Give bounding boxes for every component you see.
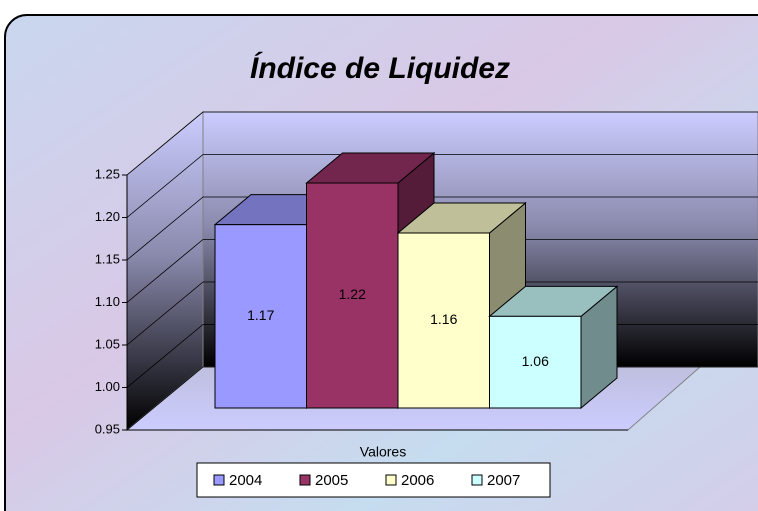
bar-front: [397, 232, 490, 409]
y-tick-label: 1.15: [95, 251, 120, 266]
chart-title: Índice de Liquidez: [250, 51, 510, 85]
y-tick-label: 1.00: [95, 379, 120, 394]
grid-line: [126, 154, 758, 218]
plot: 0.95 1.00 1.05 1.10 1.15 1.20 1.25 1.17 1.22 1.16…: [95, 110, 758, 436]
x-tick-label: Valores: [360, 444, 406, 460]
y-tick-label: 1.25: [95, 166, 120, 181]
bar: [488, 285, 619, 410]
y-tick-label: 1.05: [95, 336, 120, 351]
legend-label: 2004: [229, 472, 262, 489]
legend: [196, 462, 551, 498]
grid-line: [126, 281, 758, 346]
grid-line: [126, 111, 758, 176]
legend-label: 2006: [401, 472, 434, 489]
legend-swatch: [471, 474, 483, 486]
data-label: 1.16: [430, 311, 457, 327]
legend-swatch: [385, 474, 397, 486]
data-label: 1.22: [339, 286, 366, 302]
grid-line: [126, 239, 758, 303]
y-tick-label: 0.95: [95, 421, 120, 436]
data-label: 1.17: [247, 307, 274, 323]
y-tick-label: 1.10: [95, 294, 120, 309]
legend-label: 2007: [487, 472, 520, 489]
data-label: 1.06: [522, 353, 549, 369]
legend-swatch: [299, 474, 311, 486]
bar-front: [306, 182, 399, 409]
grid-line: [126, 196, 758, 261]
legend-label: 2005: [315, 472, 348, 489]
y-tick-label: 1.20: [95, 209, 120, 224]
legend-swatch: [213, 474, 225, 486]
bar-front: [489, 315, 582, 409]
